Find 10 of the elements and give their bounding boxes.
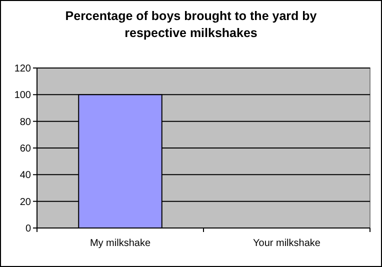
- y-tick-label: 120: [14, 64, 32, 74]
- y-tick-label: 60: [20, 144, 32, 154]
- chart-title: Percentage of boys brought to the yard by respective milkshakes: [65, 9, 317, 40]
- y-tick-label: 40: [20, 170, 32, 182]
- y-tick-label: 20: [20, 196, 32, 208]
- y-tick-label: 80: [20, 116, 32, 128]
- y-tick-label: 0: [25, 224, 32, 234]
- y-tick-label: 100: [14, 90, 32, 102]
- x-tick-label: My milkshake: [90, 238, 151, 249]
- x-tick-label: Your milkshake: [253, 238, 321, 249]
